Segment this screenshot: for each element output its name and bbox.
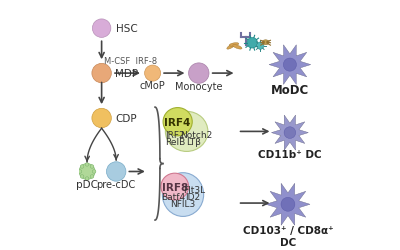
Circle shape xyxy=(80,175,84,178)
Ellipse shape xyxy=(233,46,242,50)
Circle shape xyxy=(281,198,295,211)
Circle shape xyxy=(92,170,96,173)
Ellipse shape xyxy=(262,41,269,46)
Text: pre-cDC: pre-cDC xyxy=(96,180,136,189)
Circle shape xyxy=(90,175,94,178)
Text: NFIL3: NFIL3 xyxy=(170,199,196,208)
Text: IRF4: IRF4 xyxy=(164,117,191,127)
Circle shape xyxy=(80,165,84,168)
Circle shape xyxy=(78,170,82,173)
Text: IRF8: IRF8 xyxy=(162,182,188,192)
Polygon shape xyxy=(272,116,308,150)
Text: cMoP: cMoP xyxy=(140,80,166,90)
Text: HSC: HSC xyxy=(116,24,138,34)
Circle shape xyxy=(283,59,296,72)
Text: CD11b⁺ DC: CD11b⁺ DC xyxy=(258,150,322,160)
Ellipse shape xyxy=(161,174,188,200)
Circle shape xyxy=(284,127,296,139)
Ellipse shape xyxy=(227,44,235,50)
Circle shape xyxy=(247,38,258,49)
Text: CDP: CDP xyxy=(115,114,136,124)
Text: RelB: RelB xyxy=(166,138,186,146)
Text: IRF2: IRF2 xyxy=(165,130,184,139)
Text: Notch2: Notch2 xyxy=(180,130,212,139)
Text: Monocyte: Monocyte xyxy=(175,82,222,92)
Circle shape xyxy=(79,164,95,180)
Ellipse shape xyxy=(163,108,192,136)
Circle shape xyxy=(92,109,111,128)
Text: CD103⁺ / CD8α⁺
DC: CD103⁺ / CD8α⁺ DC xyxy=(243,225,333,246)
Circle shape xyxy=(145,66,161,82)
Ellipse shape xyxy=(162,173,204,216)
Text: ID2: ID2 xyxy=(185,192,200,201)
Circle shape xyxy=(188,64,209,84)
Polygon shape xyxy=(266,184,310,225)
Ellipse shape xyxy=(165,112,208,152)
Text: Flt3L: Flt3L xyxy=(183,186,205,194)
Circle shape xyxy=(92,20,111,38)
Text: LTβ: LTβ xyxy=(186,138,201,146)
Circle shape xyxy=(257,43,264,50)
Circle shape xyxy=(92,64,111,84)
Text: MoDC: MoDC xyxy=(271,84,309,96)
Text: M-CSF  IRF-8: M-CSF IRF-8 xyxy=(104,57,157,66)
Circle shape xyxy=(106,162,126,182)
Circle shape xyxy=(85,177,89,180)
Text: MDP: MDP xyxy=(115,69,138,79)
Polygon shape xyxy=(269,46,311,85)
Text: Batf4: Batf4 xyxy=(161,192,185,201)
Text: pDC: pDC xyxy=(76,179,98,189)
Ellipse shape xyxy=(229,44,239,47)
Circle shape xyxy=(85,163,89,166)
Circle shape xyxy=(90,165,94,168)
